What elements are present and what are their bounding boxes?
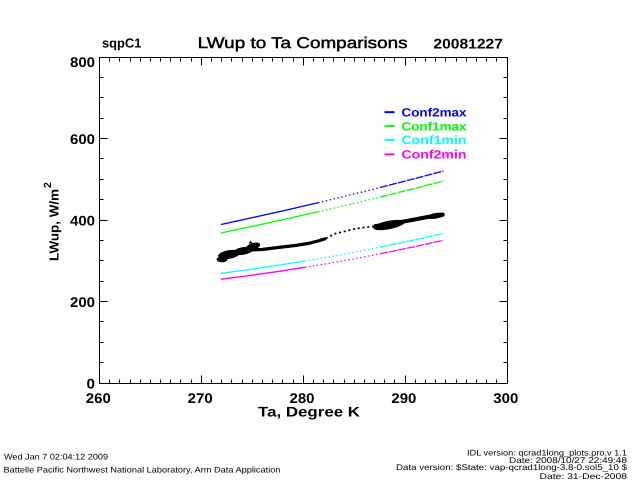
svg-text:600: 600: [70, 131, 95, 147]
svg-text:Conf1min: Conf1min: [402, 133, 467, 147]
svg-text:Conf1max: Conf1max: [402, 119, 467, 133]
svg-text:sqpC1: sqpC1: [102, 36, 141, 51]
svg-text:290: 290: [391, 390, 416, 406]
svg-text:280: 280: [290, 390, 315, 406]
svg-text:LWup, W/m: LWup, W/m: [47, 189, 62, 261]
svg-text:Date: 31-Dec-2008: Date: 31-Dec-2008: [540, 472, 628, 480]
svg-text:Conf2max: Conf2max: [402, 106, 467, 120]
svg-text:Conf2min: Conf2min: [402, 148, 467, 162]
svg-text:400: 400: [70, 213, 95, 229]
svg-text:Wed Jan 7 02:04:12 2009: Wed Jan 7 02:04:12 2009: [4, 453, 108, 462]
svg-text:Battelle Pacific Northwest Nat: Battelle Pacific Northwest National Labo…: [4, 466, 281, 475]
svg-text:Data version: $State: vap-qcra: Data version: $State: vap-qcrad1long-3.8…: [396, 463, 628, 472]
svg-text:300: 300: [493, 390, 518, 406]
svg-text:Date: 2008/10/27 22:49:48: Date: 2008/10/27 22:49:48: [509, 456, 628, 465]
svg-text:LWup to Ta Comparisons: LWup to Ta Comparisons: [198, 35, 408, 52]
svg-text:270: 270: [188, 390, 213, 406]
svg-text:IDL version: qcrad1long_plots.: IDL version: qcrad1long_plots.pro,v 1.1: [467, 449, 627, 458]
svg-text:260: 260: [86, 390, 111, 406]
svg-text:800: 800: [70, 54, 95, 70]
svg-text:Ta, Degree K: Ta, Degree K: [258, 404, 360, 420]
svg-text:0: 0: [87, 376, 96, 392]
svg-text:20081227: 20081227: [433, 35, 503, 51]
svg-text:2: 2: [42, 182, 54, 188]
svg-text:200: 200: [70, 294, 95, 310]
